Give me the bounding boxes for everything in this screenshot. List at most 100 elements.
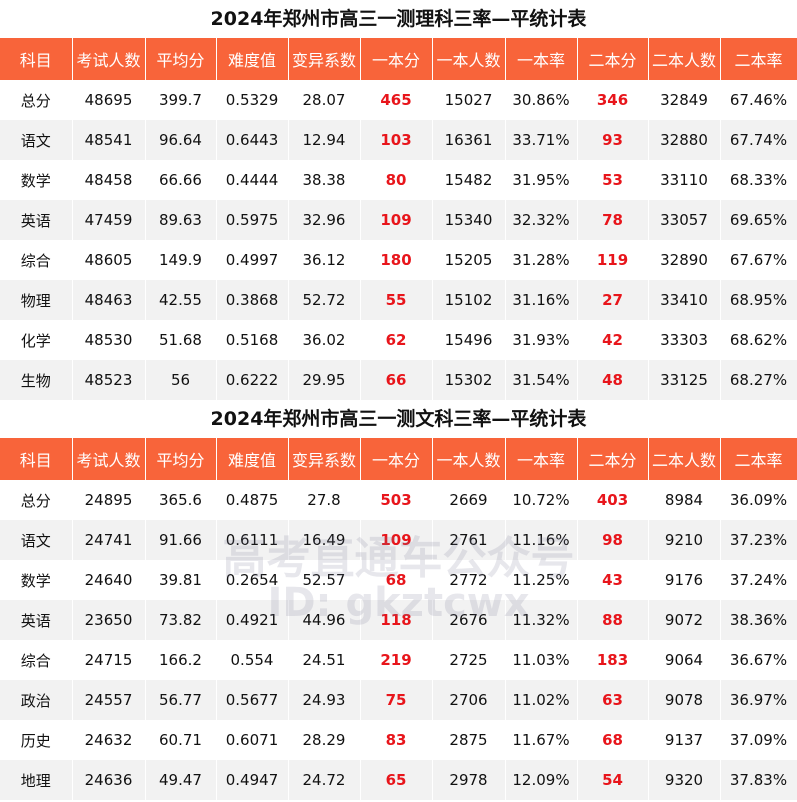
cell: 2761 [432,520,506,560]
header-row: 科目 考试人数 平均分 难度值 变异系数 一本分 一本人数 一本率 二本分 二本人数 二本率 [0,438,797,480]
cell: 12.09% [505,760,578,800]
cell: 399.7 [145,80,217,120]
data-row: 数学 24640 39.81 0.2654 52.57 68 2772 11.25% 43 917… [0,560,797,600]
cell: 36.97% [720,680,797,720]
header-cell: 平均分 [145,38,217,80]
cell: 48463 [72,280,146,320]
header-cell: 二本率 [720,38,797,80]
cell: 数学 [0,560,73,600]
cell: 0.6111 [216,520,289,560]
cell: 68.27% [720,360,797,400]
cell: 30.86% [505,80,578,120]
cell: 48523 [72,360,146,400]
cell: 2706 [432,680,506,720]
cell: 24741 [72,520,146,560]
cell: 48458 [72,160,146,200]
cell: 68.95% [720,280,797,320]
cell: 总分 [0,80,73,120]
cell: 68.33% [720,160,797,200]
cell: 32880 [648,120,721,160]
cell: 32.32% [505,200,578,240]
cell: 37.09% [720,720,797,760]
cell: 0.5168 [216,320,289,360]
cell: 88 [577,600,649,640]
cell: 48695 [72,80,146,120]
header-cell: 一本率 [505,438,578,480]
cell: 109 [360,200,433,240]
table-title: 2024年郑州市高三一测理科三率—平统计表 [210,8,587,30]
header-row: 科目 考试人数 平均分 难度值 变异系数 一本分 一本人数 一本率 二本分 二本人数 二本率 [0,38,797,80]
cell: 2772 [432,560,506,600]
cell: 9176 [648,560,721,600]
cell: 0.4444 [216,160,289,200]
header-cell: 难度值 [216,38,289,80]
header-cell: 变异系数 [288,38,361,80]
cell: 数学 [0,160,73,200]
header-cell: 科目 [0,38,73,80]
header-cell: 变异系数 [288,438,361,480]
data-row: 语文 24741 91.66 0.6111 16.49 109 2761 11.16% 98 92… [0,520,797,560]
cell: 11.03% [505,640,578,680]
cell: 英语 [0,600,73,640]
cell: 9064 [648,640,721,680]
cell: 55 [360,280,433,320]
data-row: 数学 48458 66.66 0.4444 38.38 80 15482 31.95% 53 33… [0,160,797,200]
data-row: 历史 24632 60.71 0.6071 28.29 83 2875 11.67% 68 913… [0,720,797,760]
data-row: 英语 23650 73.82 0.4921 44.96 118 2676 11.32% 88 90… [0,600,797,640]
cell: 9320 [648,760,721,800]
cell: 52.72 [288,280,361,320]
cell: 0.6443 [216,120,289,160]
cell: 11.25% [505,560,578,600]
data-row: 政治 24557 56.77 0.5677 24.93 75 2706 11.02% 63 907… [0,680,797,720]
header-cell: 二本分 [577,38,649,80]
cell: 0.4947 [216,760,289,800]
cell: 11.16% [505,520,578,560]
cell: 78 [577,200,649,240]
cell: 物理 [0,280,73,320]
cell: 68.62% [720,320,797,360]
cell: 化学 [0,320,73,360]
cell: 24895 [72,480,146,520]
cell: 33057 [648,200,721,240]
cell: 32890 [648,240,721,280]
header-cell: 考试人数 [72,38,146,80]
data-row: 综合 24715 166.2 0.554 24.51 219 2725 11.03% 183 90… [0,640,797,680]
cell: 16361 [432,120,506,160]
cell: 29.95 [288,360,361,400]
cell: 24715 [72,640,146,680]
cell: 综合 [0,640,73,680]
data-row: 化学 48530 51.68 0.5168 36.02 62 15496 31.93% 42 33… [0,320,797,360]
cell: 403 [577,480,649,520]
cell: 11.32% [505,600,578,640]
cell: 0.554 [216,640,289,680]
cell: 2978 [432,760,506,800]
cell: 219 [360,640,433,680]
cell: 37.23% [720,520,797,560]
cell: 43 [577,560,649,600]
data-row: 语文 48541 96.64 0.6443 12.94 103 16361 33.71% 93 3… [0,120,797,160]
cell: 37.83% [720,760,797,800]
cell: 75 [360,680,433,720]
cell: 24636 [72,760,146,800]
cell: 33410 [648,280,721,320]
cell: 166.2 [145,640,217,680]
cell: 2669 [432,480,506,520]
cell: 综合 [0,240,73,280]
cell: 465 [360,80,433,120]
cell: 24.51 [288,640,361,680]
data-row: 地理 24636 49.47 0.4947 24.72 65 2978 12.09% 54 932… [0,760,797,800]
cell: 23650 [72,600,146,640]
cell: 98 [577,520,649,560]
data-row: 综合 48605 149.9 0.4997 36.12 180 15205 31.28% 119… [0,240,797,280]
cell: 68 [360,560,433,600]
cell: 66 [360,360,433,400]
cell: 33.71% [505,120,578,160]
table-title: 2024年郑州市高三一测文科三率—平统计表 [210,408,587,430]
cell: 0.3868 [216,280,289,320]
cell: 31.28% [505,240,578,280]
header-cell: 一本人数 [432,38,506,80]
cell: 49.47 [145,760,217,800]
cell: 2875 [432,720,506,760]
cell: 33125 [648,360,721,400]
